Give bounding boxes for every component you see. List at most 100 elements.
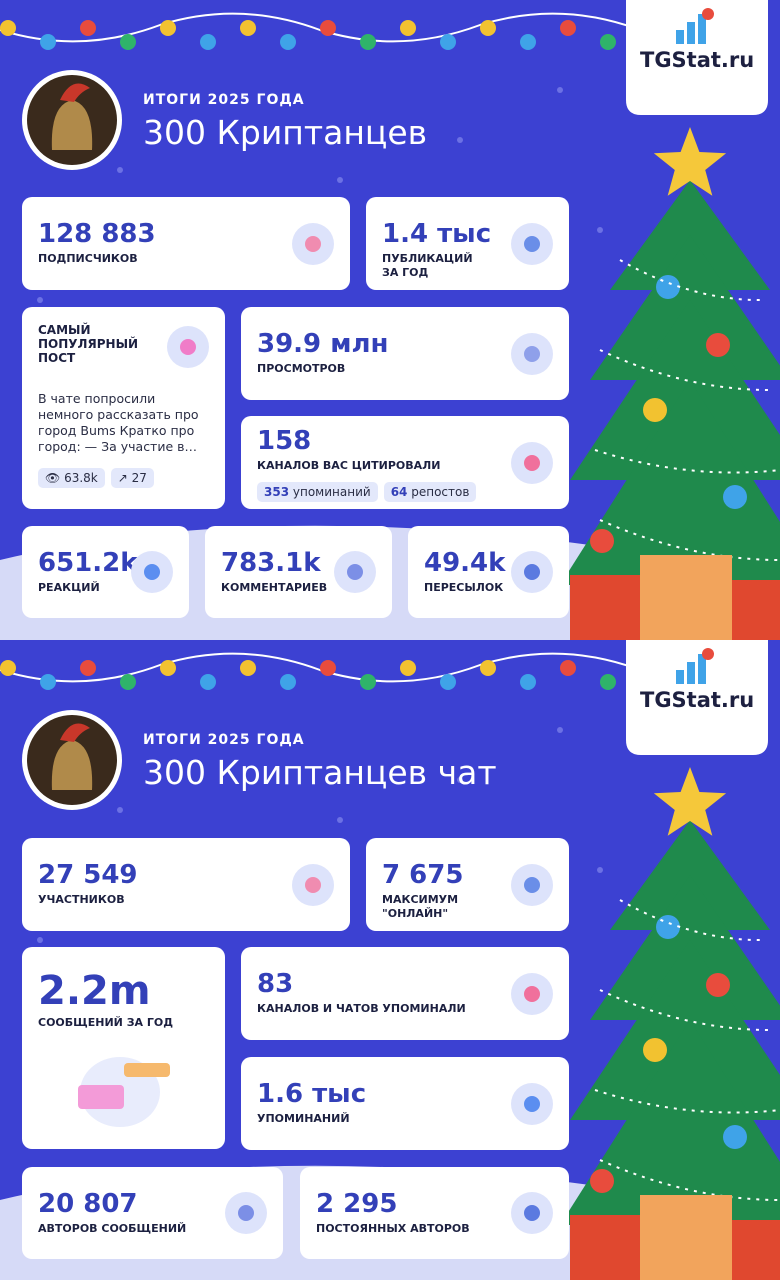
stat-value: 1.4 тыс xyxy=(382,219,492,249)
icon-glyph xyxy=(524,1095,540,1112)
present xyxy=(570,1215,642,1280)
bulb xyxy=(160,20,176,36)
stat-label: КАНАЛОВ ВАС ЦИТИРОВАЛИ xyxy=(257,459,441,472)
icon xyxy=(511,222,553,265)
tree-tier xyxy=(560,1020,780,1225)
bulb xyxy=(240,660,256,676)
brand: TGStat.ru xyxy=(640,48,755,72)
icon xyxy=(225,1192,267,1234)
subtitle: ИТОГИ 2025 ГОДА xyxy=(143,732,305,748)
stat-label: МАКСИМУМ "ОНЛАЙН" xyxy=(382,893,459,920)
post-heading: САМЫЙ ПОПУЛЯРНЫЙ ПОСТ xyxy=(38,323,139,365)
card: 27 549 УЧАСТНИКОВ xyxy=(22,838,350,931)
citation-pill: 353 упоминаний xyxy=(257,482,378,502)
garland xyxy=(599,349,771,391)
bubble xyxy=(78,1085,124,1109)
stat-label: КОММЕНТАРИЕВ xyxy=(221,581,328,594)
brand: TGStat.ru xyxy=(640,688,755,712)
avatar-crest xyxy=(60,723,90,742)
stat-value: 27 549 xyxy=(38,860,138,890)
bulb xyxy=(0,660,16,676)
bulb xyxy=(320,660,336,676)
icon-glyph xyxy=(180,339,196,355)
citation-label: упоминаний xyxy=(292,485,371,499)
bulb xyxy=(280,674,296,690)
bulb xyxy=(520,34,536,50)
card: 39.9 млн ПРОСМОТРОВ xyxy=(241,307,569,400)
bulb xyxy=(560,660,576,676)
logo-bar xyxy=(687,662,695,684)
icon xyxy=(511,441,553,484)
bulb xyxy=(320,20,336,36)
card: 651.2k РЕАКЦИЙ xyxy=(22,526,189,618)
citation-pill: 64 репостов xyxy=(383,482,477,502)
views: 63.8k xyxy=(64,471,98,485)
badge xyxy=(626,640,768,755)
bulb xyxy=(440,34,456,50)
post-views: 👁 63.8k xyxy=(38,468,105,488)
avatar-crest xyxy=(60,83,90,102)
ornament xyxy=(723,1125,747,1149)
citations: 353 упоминаний 64 репостов xyxy=(257,481,553,502)
icon xyxy=(511,332,553,375)
bulb xyxy=(120,34,136,50)
star-dot xyxy=(117,167,123,173)
stat-value: 7 675 xyxy=(382,860,464,890)
ornament xyxy=(706,973,730,997)
bubble xyxy=(124,1063,170,1077)
post-stats: 👁 63.8k ↗ 27 xyxy=(38,467,209,488)
star-dot xyxy=(37,937,43,943)
stat-value: 20 807 xyxy=(38,1189,138,1219)
icon-glyph xyxy=(524,1205,540,1221)
logo-bar xyxy=(676,670,684,684)
present xyxy=(640,1195,732,1280)
bulb xyxy=(560,20,576,36)
bulb xyxy=(600,34,616,50)
stat-label: СООБЩЕНИЙ ЗА ГОД xyxy=(38,1016,174,1029)
icon-glyph xyxy=(524,876,540,893)
ornament xyxy=(656,275,680,299)
card: 2 295 ПОСТОЯННЫХ АВТОРОВ xyxy=(300,1167,569,1259)
stat-value: 651.2k xyxy=(38,548,138,578)
stat-label: КАНАЛОВ И ЧАТОВ УПОМИНАЛИ xyxy=(257,1002,466,1015)
star-dot xyxy=(337,817,343,823)
bulb xyxy=(40,34,56,50)
stat-value: 783.1k xyxy=(221,548,321,578)
card: 158 КАНАЛОВ ВАС ЦИТИРОВАЛИ 353 упоминаний 6… xyxy=(241,416,569,509)
stat-label: УПОМИНАНИЙ xyxy=(257,1112,350,1125)
bulb xyxy=(240,20,256,36)
garland xyxy=(619,899,761,941)
ornament xyxy=(590,1169,614,1193)
bulb xyxy=(440,674,456,690)
ornament xyxy=(643,398,667,422)
card: 1.4 тыс ПУБЛИКАЦИЙ ЗА ГОД xyxy=(366,197,569,290)
star-dot xyxy=(37,297,43,303)
bulb xyxy=(480,660,496,676)
icon xyxy=(292,222,334,265)
card: 1.6 тыс УПОМИНАНИЙ xyxy=(241,1057,569,1150)
icon xyxy=(511,551,553,593)
present xyxy=(640,555,732,640)
stat-label: ПРОСМОТРОВ xyxy=(257,362,346,375)
bulb xyxy=(120,674,136,690)
stat-value: 39.9 млн xyxy=(257,329,389,359)
garland xyxy=(619,259,761,301)
card: 20 807 АВТОРОВ СООБЩЕНИЙ xyxy=(22,1167,283,1259)
icon xyxy=(511,1082,553,1125)
card: 783.1k КОММЕНТАРИЕВ xyxy=(205,526,392,618)
bulb xyxy=(200,34,216,50)
star-dot xyxy=(597,867,603,873)
stat-value: 158 xyxy=(257,426,312,456)
icon-glyph xyxy=(305,876,321,893)
post-text: В чате попросили немного рассказать про … xyxy=(38,391,199,454)
icon-glyph xyxy=(524,454,540,471)
subtitle: ИТОГИ 2025 ГОДА xyxy=(143,92,305,108)
icon-glyph xyxy=(238,1205,254,1221)
icon-glyph xyxy=(524,345,540,362)
star-dot xyxy=(557,87,563,93)
stat-value: 83 xyxy=(257,969,294,999)
light-string xyxy=(0,12,641,43)
bulb xyxy=(280,34,296,50)
bulb xyxy=(80,660,96,676)
